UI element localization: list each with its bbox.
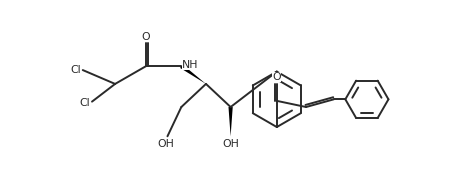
Text: O: O xyxy=(272,72,281,82)
Text: O: O xyxy=(142,32,150,41)
Text: OH: OH xyxy=(158,139,175,149)
Polygon shape xyxy=(228,107,233,136)
Polygon shape xyxy=(180,65,206,84)
Text: Cl: Cl xyxy=(80,98,90,108)
Text: OH: OH xyxy=(222,139,239,149)
Text: Cl: Cl xyxy=(71,65,81,75)
Text: NH: NH xyxy=(182,60,198,70)
